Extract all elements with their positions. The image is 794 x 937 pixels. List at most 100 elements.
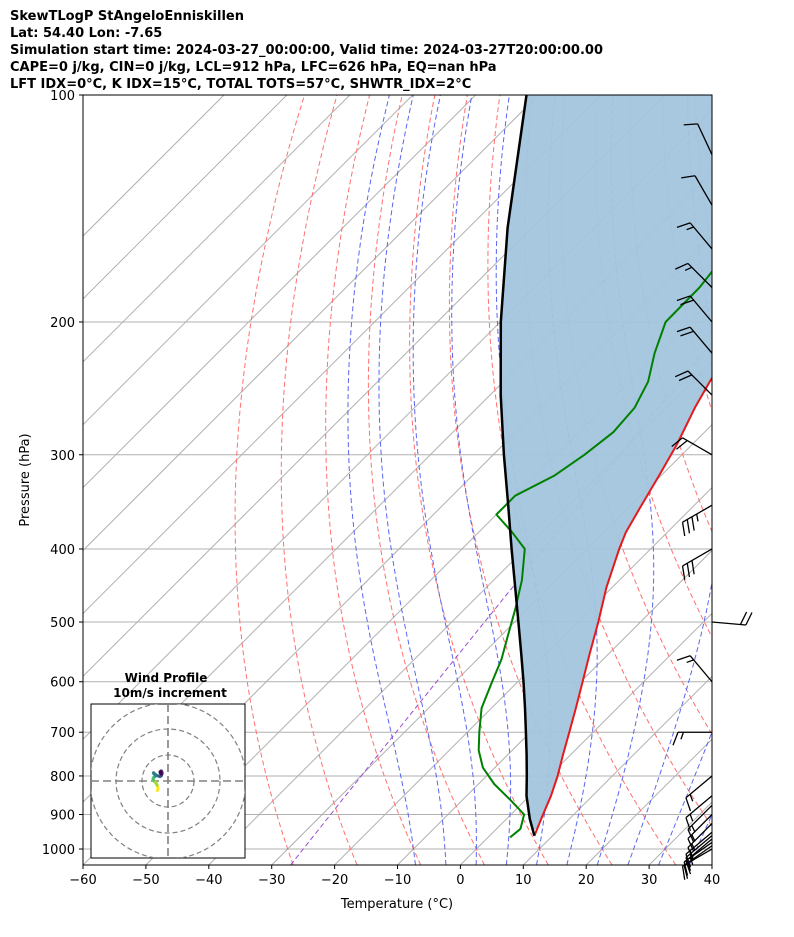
moist-adiabat (752, 95, 794, 865)
moist-adiabat (720, 95, 794, 865)
barb-flag (683, 861, 689, 876)
barb-flag (687, 838, 695, 852)
wind-barb (687, 804, 713, 843)
x-tick-label: −10 (384, 873, 411, 888)
barb-staff (689, 295, 713, 323)
isotherm-line (460, 612, 712, 865)
isotherm-line (334, 486, 712, 865)
isotherm-line (522, 675, 712, 865)
parcel-area-shading (500, 95, 712, 830)
x-tick-label: 30 (641, 873, 658, 888)
y-tick-label: 700 (50, 726, 75, 741)
barb-half-flag (691, 834, 696, 842)
wind-barb (687, 823, 713, 861)
isotherm-line (711, 864, 712, 865)
profile-lines (477, 95, 712, 839)
barb-staff (685, 831, 713, 855)
dry-adiabat (367, 95, 485, 865)
barb-flag (680, 330, 694, 337)
barb-flag (683, 123, 698, 126)
barb-staff (697, 123, 713, 155)
chart-header: SkewTLogP StAngeloEnniskillen Lat: 54.40… (10, 8, 603, 93)
barb-staff (687, 804, 713, 830)
barb-flag (686, 519, 691, 534)
barb-flag (685, 857, 692, 871)
barb-flag (671, 437, 683, 448)
isotherm-line (83, 95, 602, 615)
barb-staff (682, 437, 713, 456)
x-tick-label: 20 (578, 873, 595, 888)
barb-half-flag (691, 825, 696, 833)
hodograph-subtitle: 10m/s increment (113, 686, 227, 700)
x-axis-label: Temperature (°C) (340, 897, 453, 912)
x-tick-label: −50 (132, 873, 159, 888)
y-tick-label: 800 (50, 770, 75, 785)
barb-half-flag (684, 266, 693, 272)
barb-flag (674, 262, 689, 270)
dry-adiabat (234, 95, 305, 865)
wind-barb (685, 838, 713, 875)
barb-staff (689, 326, 713, 354)
x-tick-label: −40 (195, 873, 222, 888)
barb-staff (689, 655, 713, 683)
barb-flag (686, 563, 691, 578)
hodograph-plot (91, 704, 245, 858)
isotherm-line (83, 95, 476, 489)
y-tick-label: 600 (50, 676, 75, 691)
wind-barb (674, 262, 713, 288)
wind-barb (672, 731, 712, 746)
simulation-times: Simulation start time: 2024-03-27_00:00:… (10, 43, 603, 58)
barb-staff (682, 504, 713, 523)
axes: −60 −50 −40 −30 −20 −10 0 10 20 30 40 100 200 300 400 5… (42, 89, 720, 888)
y-tick-label: 400 (50, 543, 75, 558)
y-tick-label: 900 (50, 809, 75, 824)
isotherm-line (83, 95, 225, 237)
barb-half-flag (696, 513, 699, 522)
barb-half-flag (680, 732, 685, 740)
stability-indices-2: LFT IDX=0°C, K IDX=15°C, TOTAL TOTS=57°C… (10, 77, 472, 92)
wind-barb (681, 504, 713, 537)
wind-barbs (671, 123, 753, 880)
x-tick-label: 10 (515, 873, 532, 888)
dry-adiabat (280, 95, 358, 865)
wind-barb (676, 655, 713, 683)
mixing-ratio-line (290, 341, 712, 865)
barb-flag (672, 731, 679, 746)
barb-half-flag (686, 226, 694, 231)
barb-flag (676, 439, 688, 450)
barb-flag (681, 865, 686, 880)
moist-adiabat (451, 95, 512, 865)
barb-flag (681, 565, 686, 580)
barb-staff (685, 795, 713, 819)
wind-barb (671, 437, 713, 456)
barb-flag (685, 853, 692, 868)
barb-half-flag (689, 853, 694, 862)
barb-half-flag (689, 813, 694, 822)
wind-barb (687, 814, 713, 852)
barb-staff (689, 222, 713, 250)
dry-adiabat (761, 95, 794, 865)
station-title: SkewTLogP StAngeloEnniskillen (10, 9, 244, 24)
x-tick-label: −60 (69, 873, 96, 888)
barb-flag (680, 299, 694, 306)
barb-half-flag (689, 794, 694, 802)
barb-flag (678, 374, 693, 382)
barb-flag (676, 222, 691, 229)
dry-adiabat (409, 95, 549, 865)
barb-staff (687, 823, 713, 848)
x-tick-label: 0 (456, 873, 464, 888)
y-axis-label: Pressure (hPa) (18, 433, 33, 526)
barb-staff (687, 370, 713, 396)
barb-half-flag (689, 857, 694, 865)
isotherm-line (775, 95, 794, 865)
barb-flag (687, 847, 695, 861)
barb-staff (694, 175, 713, 206)
x-tick-label: −30 (258, 873, 285, 888)
barb-flag (691, 516, 695, 531)
barb-flag (745, 612, 753, 626)
hodograph-title: Wind Profile (125, 671, 208, 685)
moist-adiabat (412, 95, 477, 865)
y-tick-label: 500 (50, 616, 75, 631)
barb-flag (687, 829, 695, 843)
barb-flag (683, 865, 689, 879)
